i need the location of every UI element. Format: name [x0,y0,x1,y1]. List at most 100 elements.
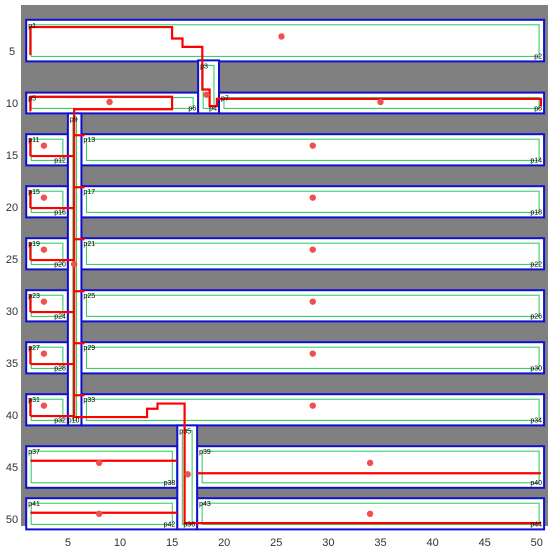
inner-path-p7 [223,97,540,109]
route-upper [29,25,543,108]
centroid-p31 [40,402,48,409]
centroid-p29 [309,350,316,357]
label-p1-end: p2 [534,53,542,60]
label-p31: p31 [28,397,40,404]
y-axis-ticks: 5 10 15 20 25 30 35 40 45 50 [6,46,18,526]
inner-path-p13 [85,138,540,161]
room-p39 [196,445,546,489]
x-tick-label-50: 50 [531,537,543,549]
x-tick-label-45: 45 [479,537,491,549]
label-p7-end: p8 [534,105,542,112]
centroid-p9 [70,261,78,268]
label-p5: p5 [28,96,36,103]
inner-path-p37 [30,450,173,484]
label-p1: p1 [28,23,36,30]
label-p39: p39 [199,449,211,456]
label-p33-end: p34 [530,417,542,424]
inner-path-p43 [201,502,540,525]
label-p37: p37 [28,449,40,456]
centroid-p11 [40,142,48,149]
label-p43: p43 [199,501,211,508]
x-tick-label-30: 30 [322,537,334,549]
route-main [29,95,541,525]
x-tick-label-40: 40 [426,537,438,549]
label-p35-end: p36 [183,521,195,528]
label-p11: p11 [28,137,39,144]
label-p7: p7 [221,96,229,103]
y-tick-label-35: 35 [6,358,18,370]
label-p25: p25 [83,293,95,300]
label-p41-end: p42 [164,521,176,528]
centroid-p21 [309,246,316,253]
label-p43-end: p44 [530,521,542,528]
centroid-p1 [278,33,285,40]
label-p17: p17 [83,189,95,196]
y-tick-label-10: 10 [6,98,18,110]
centroid-p33 [309,402,316,409]
y-tick-label-20: 20 [6,202,18,214]
routes-layer [29,25,543,525]
centroid-p3 [203,91,210,98]
centroid-p19 [40,246,48,253]
label-p27-end: p28 [54,365,66,372]
x-tick-label-5: 5 [65,537,71,549]
label-p21-end: p22 [530,261,542,268]
label-p11-end: p12 [54,157,66,164]
centroid-p43 [366,510,374,517]
x-axis-ticks: 5 10 15 20 25 30 35 40 45 50 [65,537,543,549]
label-p31-end: p32 [54,417,66,424]
inner-path-p29 [85,346,540,369]
centroid-p35 [184,471,191,478]
label-p13-end: p14 [530,157,542,164]
label-p19: p19 [28,241,40,248]
label-p23: p23 [28,293,40,300]
centroid-p41 [95,510,103,517]
x-tick-label-10: 10 [114,537,126,549]
label-p13: p13 [83,137,95,144]
label-p9: p9 [70,116,78,123]
y-tick-label-30: 30 [6,306,18,318]
label-p29: p29 [83,345,95,352]
y-tick-label-45: 45 [6,462,18,474]
label-p29-end: p30 [530,365,542,372]
label-p15-end: p16 [54,209,66,216]
labels-layer: p1 p2 p5 p6 p7 p8 p11 p12 p13 p14 p15 p16 p17 p18 p19 p… [28,23,542,529]
x-tick-label-25: 25 [270,537,282,549]
centroid-p5 [106,98,113,106]
inner-path-p21 [85,242,540,265]
label-p15: p15 [28,189,40,196]
centroid-p23 [40,298,48,305]
centroid-p39 [366,459,374,467]
label-p35: p35 [179,428,191,435]
y-tick-label-40: 40 [6,410,18,422]
inner-path-p33 [85,398,540,421]
label-p17-end: p18 [530,209,542,216]
label-p9-end: p10 [68,417,80,424]
centroid-p17 [309,194,316,201]
label-p5-end: p6 [188,105,196,112]
label-p25-end: p26 [530,313,542,320]
centroid-p7 [377,98,384,106]
inner-path-p25 [85,294,540,317]
x-tick-label-15: 15 [166,537,178,549]
centroid-p25 [309,298,316,305]
y-tick-label-50: 50 [6,514,18,526]
y-tick-label-15: 15 [6,150,18,162]
label-p19-end: p20 [54,261,66,268]
label-p37-end: p38 [164,480,176,487]
label-p39-end: p40 [530,480,542,487]
label-p27: p27 [28,345,40,352]
label-p3: p3 [200,63,208,70]
label-p21: p21 [83,241,95,248]
inner-path-p35 [181,429,193,525]
label-p33: p33 [83,397,95,404]
inner-path-p17 [85,190,540,213]
centroid-p15 [40,194,48,201]
inner-path-p39 [201,450,540,484]
centroid-p27 [40,350,48,357]
label-p23-end: p24 [54,313,66,320]
x-tick-label-20: 20 [218,537,230,549]
label-p3-end: p4 [209,105,217,112]
